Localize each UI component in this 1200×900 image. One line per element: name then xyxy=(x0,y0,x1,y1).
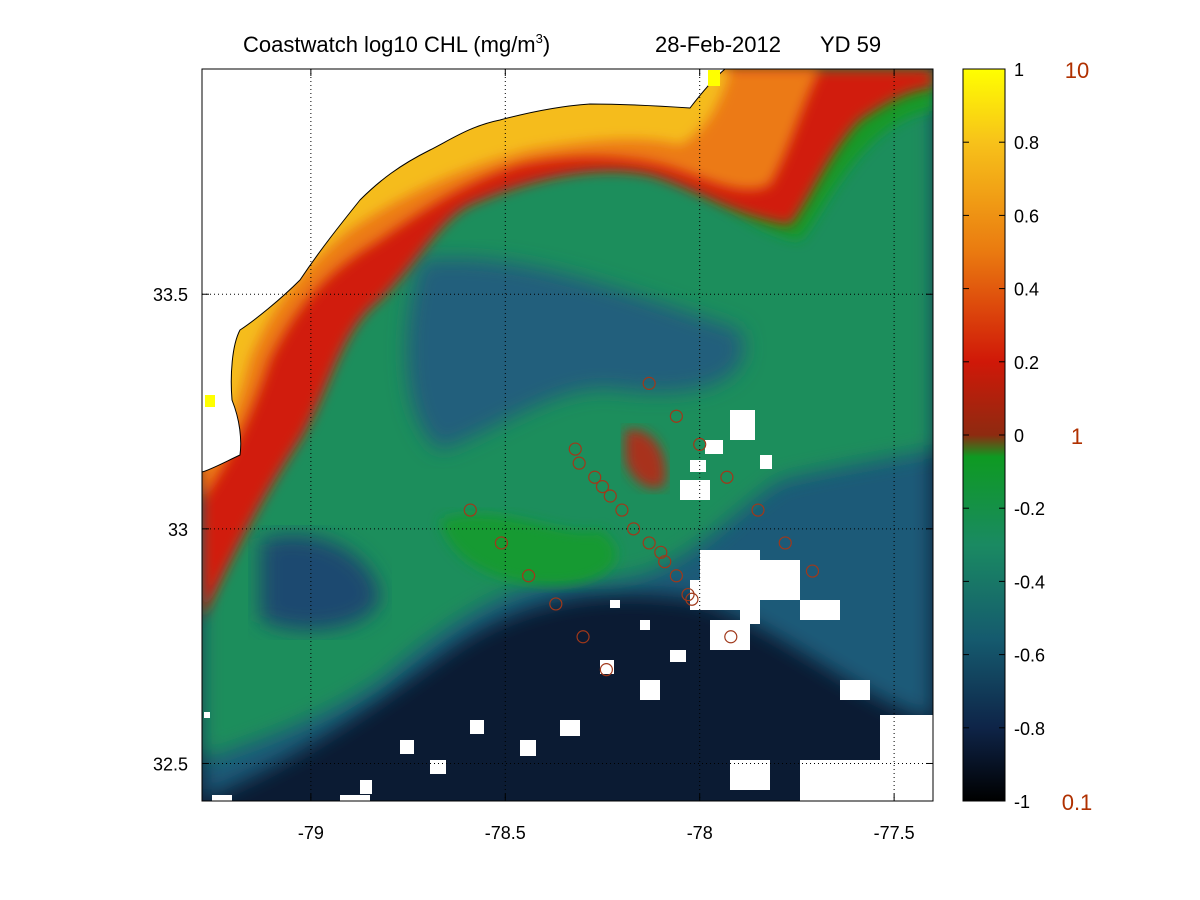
colorbar-log-label: -0.2 xyxy=(1014,499,1045,519)
station-marker xyxy=(615,503,629,517)
station-marker xyxy=(669,569,683,583)
station-marker xyxy=(572,456,586,470)
colorbar-log-label: -0.4 xyxy=(1014,572,1045,592)
x-axis: -79 -78.5 -78 -77.5 xyxy=(298,69,915,843)
colorbar-log-label: 1 xyxy=(1014,60,1024,80)
station-marker xyxy=(576,630,590,644)
station-markers xyxy=(463,376,820,677)
x-tick-label: -78 xyxy=(687,823,713,843)
station-marker xyxy=(669,409,683,423)
colorbar: 1 0.8 0.6 0.4 0.2 0 -0.2 -0.4 -0.6 -0.8 -1 10 1 0.1 xyxy=(962,58,1092,815)
colorbar-log-label: 0.2 xyxy=(1014,353,1039,373)
station-marker xyxy=(658,555,672,569)
station-marker xyxy=(463,503,477,517)
figure-title: Coastwatch log10 CHL (mg/m3) xyxy=(243,31,550,57)
colorbar-log-label: 0.4 xyxy=(1014,280,1039,300)
station-marker xyxy=(724,630,738,644)
colorbar-log-label: -0.8 xyxy=(1014,719,1045,739)
station-marker xyxy=(805,564,820,578)
colorbar-log-label: -1 xyxy=(1014,792,1030,812)
title-yearday: YD 59 xyxy=(820,32,881,57)
y-tick-label: 33 xyxy=(168,520,188,540)
station-marker xyxy=(588,470,602,484)
title-superscript: 3 xyxy=(536,31,543,46)
land-area xyxy=(202,69,726,473)
title-main: Coastwatch log10 CHL (mg/m xyxy=(243,32,536,57)
station-marker xyxy=(693,437,707,451)
station-marker xyxy=(595,480,610,494)
station-marker xyxy=(751,503,765,517)
colorbar-gradient xyxy=(962,68,1006,802)
station-marker xyxy=(642,376,656,390)
station-marker xyxy=(568,442,582,456)
station-marker xyxy=(627,522,641,536)
x-tick-label: -78.5 xyxy=(485,823,526,843)
y-axis: 33.5 33 32.5 xyxy=(153,285,933,774)
map-panel xyxy=(202,69,933,801)
station-green-patch xyxy=(440,514,617,586)
map-frame xyxy=(201,68,934,802)
y-tick-label: 32.5 xyxy=(153,754,188,774)
y-tick-label: 33.5 xyxy=(153,285,188,305)
mid-shelf-blue-patch xyxy=(406,258,744,450)
station-marker xyxy=(720,470,734,484)
station-marker xyxy=(778,536,792,550)
station-marker xyxy=(642,536,656,550)
colorbar-linear-label: 1 xyxy=(1071,424,1083,449)
station-marker xyxy=(599,663,613,677)
station-marker xyxy=(494,536,508,550)
title-close: ) xyxy=(543,32,550,57)
colorbar-log-label: -0.6 xyxy=(1014,646,1045,666)
colorbar-linear-label: 10 xyxy=(1065,58,1089,83)
x-tick-label: -79 xyxy=(298,823,324,843)
colorbar-log-label: 0.6 xyxy=(1014,206,1039,226)
station-marker xyxy=(549,597,563,611)
colorbar-labels: 1 0.8 0.6 0.4 0.2 0 -0.2 -0.4 -0.6 -0.8 -1 10 1 0.1 xyxy=(963,58,1092,815)
station-marker xyxy=(681,587,695,602)
title-date: 28-Feb-2012 xyxy=(655,32,781,57)
x-tick-label: -77.5 xyxy=(874,823,915,843)
southwest-blue-patch xyxy=(260,534,380,631)
station-marker xyxy=(603,489,617,503)
colorbar-log-label: 0.8 xyxy=(1014,133,1039,153)
colorbar-log-label: 0 xyxy=(1014,426,1024,446)
station-marker xyxy=(654,545,668,559)
cloud-gaps xyxy=(204,410,933,801)
station-marker xyxy=(522,569,536,583)
inshore-red-patch xyxy=(625,429,666,489)
colorbar-linear-label: 0.1 xyxy=(1062,790,1093,815)
station-marker xyxy=(685,592,699,606)
